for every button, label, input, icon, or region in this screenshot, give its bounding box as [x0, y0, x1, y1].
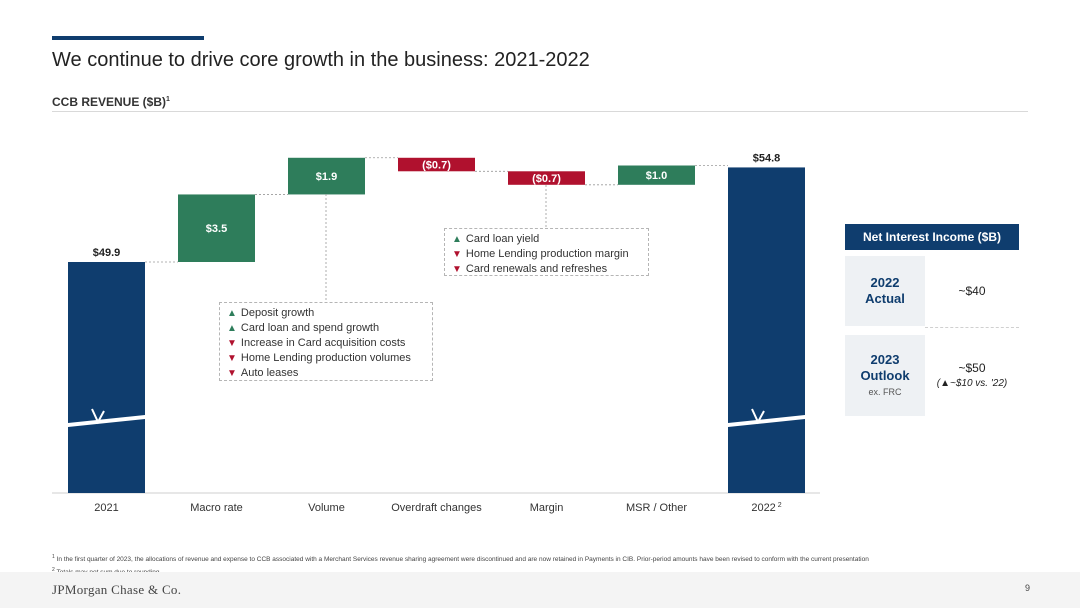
volume-driver-item: ▼ Home Lending production volumes [227, 351, 425, 366]
bar-volume [288, 157, 365, 195]
page-number: 9 [1024, 583, 1030, 593]
bar-msr-other [618, 165, 695, 185]
up-triangle-icon: ▲ [227, 308, 237, 319]
footer-band [0, 572, 1080, 608]
volume-driver-item: ▲ Card loan and spend growth [227, 321, 425, 336]
value-label: $54.8 [753, 152, 781, 164]
nii-row1-value-cell: ~$40 [925, 256, 1019, 326]
page-title: We continue to drive core growth in the … [52, 49, 590, 71]
footnote-1: 1 In the first quarter of 2023, the allo… [52, 552, 869, 565]
footnote-1-mark: 1 [52, 554, 55, 560]
up-triangle-icon: ▲ [227, 323, 237, 334]
volume-driver-text: Auto leases [240, 367, 299, 379]
chart-subtitle-footnote-mark: 1 [166, 96, 170, 103]
break-zigzag-icon [751, 408, 765, 425]
category-label: Macro rate [190, 502, 243, 514]
bar-macro-rate [178, 194, 255, 262]
nii-row2-label: 2023 Outlook [860, 351, 910, 383]
margin-drivers-list: ▲ Card loan yield ▼ Home Lending production… [452, 232, 641, 277]
volume-driver-item: ▼ Increase in Card acquisition costs [227, 336, 425, 351]
company-logo: JPMorgan Chase & Co. [52, 582, 182, 597]
category-label: Overdraft changes [391, 502, 482, 514]
up-triangle-icon: ▲ [452, 234, 462, 245]
nii-row2-sublabel: ex. FRC [868, 386, 902, 397]
margin-driver-text: Card renewals and refreshes [465, 263, 608, 275]
nii-row2-label-cell: 2023 Outlook ex. FRC [845, 335, 925, 416]
category-footnote-mark: 2 [776, 502, 782, 509]
axis-break-icon [68, 415, 145, 427]
down-triangle-icon: ▼ [452, 264, 462, 275]
nii-row1-label-cell: 2022 Actual [845, 256, 925, 326]
break-zigzag-icon [91, 408, 105, 425]
down-triangle-icon: ▼ [227, 353, 237, 364]
volume-driver-text: Deposit growth [240, 307, 315, 319]
value-label: $1.0 [646, 170, 667, 182]
axis-break-icon [728, 415, 805, 427]
volume-drivers-box: ▲ Deposit growth ▲ Card loan and spend grow… [219, 302, 433, 381]
subtitle-divider [52, 111, 1028, 112]
title-accent-bar [52, 36, 204, 40]
category-label: Volume [308, 502, 345, 514]
bar-2021 [68, 262, 145, 493]
value-label: ($0.7) [422, 160, 451, 172]
nii-table-header: Net Interest Income ($B) [845, 224, 1019, 250]
nii-row1-label: 2022 Actual [865, 275, 905, 306]
volume-drivers-list: ▲ Deposit growth ▲ Card loan and spend grow… [227, 306, 425, 381]
bar-margin [508, 171, 585, 185]
value-label: ($0.7) [532, 173, 561, 185]
volume-driver-item: ▼ Auto leases [227, 366, 425, 381]
bar-overdraft-changes [398, 157, 475, 172]
nii-row2-note: (▲~$10 vs. '22) [936, 377, 1008, 389]
volume-driver-text: Card loan and spend growth [240, 322, 380, 334]
down-triangle-icon: ▼ [227, 368, 237, 379]
chart-subtitle-text: CCB REVENUE ($B) [52, 95, 167, 109]
margin-driver-item: ▼ Home Lending production margin [452, 247, 641, 262]
category-label: 2022 2 [751, 502, 781, 514]
margin-driver-item: ▲ Card loan yield [452, 232, 641, 247]
volume-driver-text: Increase in Card acquisition costs [240, 337, 406, 349]
value-label: $1.9 [316, 171, 337, 183]
footnote-2-mark: 2 [52, 567, 55, 574]
nii-row2-value: ~$50 [958, 360, 986, 375]
down-triangle-icon: ▼ [452, 249, 462, 260]
category-label: 2021 [94, 502, 118, 514]
value-label: $3.5 [206, 223, 227, 235]
margin-driver-text: Home Lending production margin [465, 248, 629, 260]
down-triangle-icon: ▼ [227, 338, 237, 349]
footnote-1-text: In the first quarter of 2023, the alloca… [56, 556, 869, 564]
bar-2022 [728, 167, 805, 493]
nii-row1-value: ~$40 [958, 283, 986, 298]
value-label: $49.9 [93, 247, 121, 259]
margin-driver-text: Card loan yield [465, 233, 540, 245]
margin-driver-item: ▼ Card renewals and refreshes [452, 262, 641, 277]
chart-subtitle: CCB REVENUE ($B)1 [52, 95, 170, 109]
volume-driver-text: Home Lending production volumes [240, 352, 411, 364]
nii-row2-value-cell: ~$50 (▲~$10 vs. '22) [925, 335, 1019, 416]
volume-driver-item: ▲ Deposit growth [227, 306, 425, 321]
margin-drivers-box: ▲ Card loan yield ▼ Home Lending production… [444, 228, 649, 276]
category-label: Margin [530, 502, 564, 514]
category-label: MSR / Other [626, 502, 687, 514]
nii-row-divider [925, 327, 1019, 328]
